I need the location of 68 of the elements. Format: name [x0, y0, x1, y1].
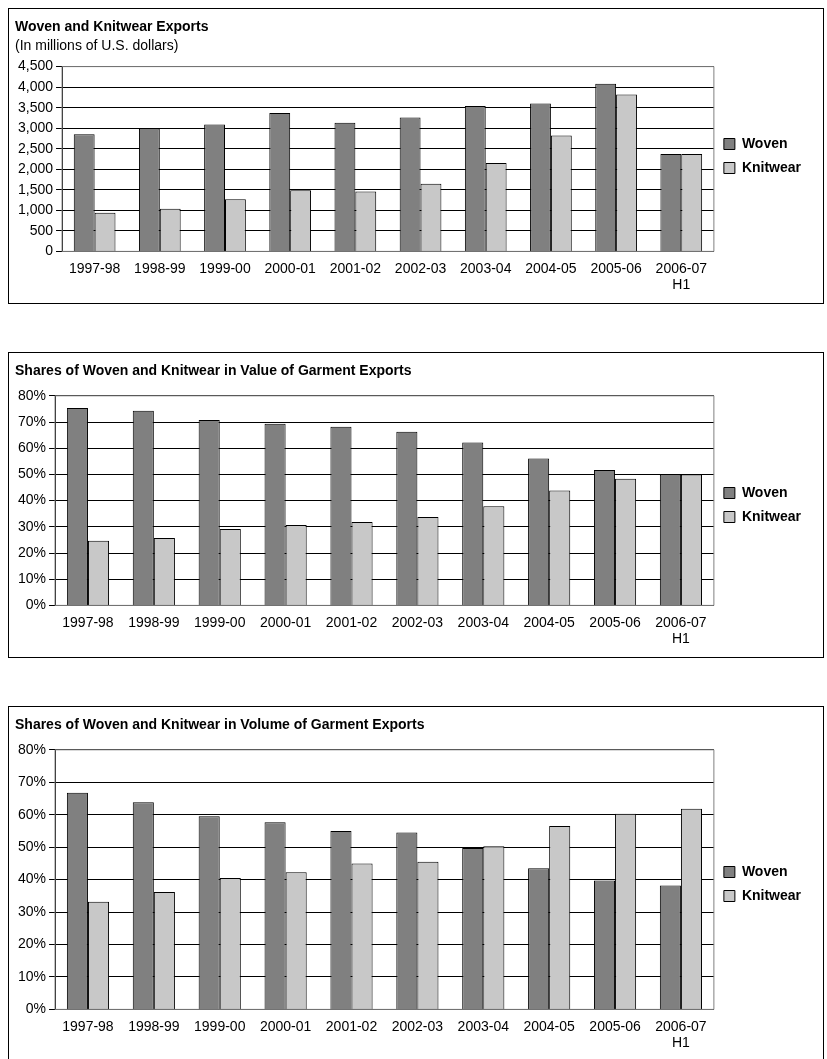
legend-label: Knitwear [741, 507, 802, 524]
y-tick-label: 40% [17, 870, 47, 887]
x-tick-label: 1999-00 [194, 613, 246, 630]
x-tick-label: 2000-01 [264, 259, 317, 276]
x-tick-label: 2006-07 H1 [655, 613, 707, 647]
y-tick-label: 80% [17, 740, 47, 757]
x-tick-label: 2004-05 [523, 613, 576, 630]
y-tick-label: 2,000 [17, 160, 54, 177]
x-tick-label: 1999-00 [194, 1017, 246, 1034]
y-tick-label: 0% [25, 596, 47, 613]
legend-label: Woven [741, 483, 788, 500]
x-tick-label: 2004-05 [525, 259, 577, 276]
y-tick-label: 80% [17, 386, 47, 403]
y-tick-label: 3,000 [17, 119, 54, 136]
legend-label: Knitwear [741, 886, 802, 903]
x-tick-label: 2005-06 [589, 1017, 641, 1034]
x-tick-label: 1998-99 [128, 1017, 180, 1034]
y-tick-label: 70% [17, 773, 47, 790]
x-tick-label: 2005-06 [589, 613, 641, 630]
x-tick-label: 2000-01 [259, 613, 312, 630]
chart-title: Shares of Woven and Knitwear in Value of Garment Exports [15, 362, 412, 379]
x-tick-label: 2001-02 [325, 1017, 378, 1034]
x-tick-label: 1998-99 [128, 613, 180, 630]
y-tick-label: 10% [17, 967, 47, 984]
legend-label: Knitwear [741, 158, 802, 175]
x-tick-label: 1999-00 [199, 259, 251, 276]
y-tick-label: 20% [17, 543, 47, 560]
x-tick-label: 2002-03 [391, 1017, 444, 1034]
y-tick-label: 60% [17, 439, 47, 456]
x-tick-label: 2006-07 H1 [655, 259, 708, 293]
x-tick-label: 2002-03 [391, 613, 444, 630]
legend-label: Woven [741, 134, 788, 151]
chart-subtitle: (In millions of U.S. dollars) [15, 37, 179, 54]
y-tick-label: 0 [45, 242, 54, 259]
legend-label: Woven [741, 862, 788, 879]
y-tick-label: 60% [17, 805, 47, 822]
y-tick-label: 10% [17, 570, 47, 587]
y-tick-label: 50% [17, 465, 47, 482]
x-tick-label: 1997-98 [68, 259, 121, 276]
x-tick-label: 2003-04 [460, 259, 512, 276]
x-tick-label: 2002-03 [394, 259, 447, 276]
x-tick-label: 2005-06 [590, 259, 642, 276]
y-tick-label: 4,500 [17, 57, 54, 74]
y-tick-label: 50% [17, 838, 47, 855]
x-tick-label: 1997-98 [62, 613, 114, 630]
x-tick-label: 2003-04 [457, 1017, 510, 1034]
x-tick-label: 2004-05 [523, 1017, 576, 1034]
y-tick-label: 40% [17, 491, 47, 508]
y-tick-label: 1,000 [17, 201, 54, 218]
y-tick-label: 1,500 [17, 180, 54, 197]
y-tick-label: 2,500 [17, 139, 54, 156]
x-tick-label: 2006-07 H1 [655, 1017, 707, 1051]
y-tick-label: 30% [17, 517, 47, 534]
y-tick-label: 30% [17, 902, 47, 919]
x-tick-label: 2003-04 [457, 613, 510, 630]
y-tick-label: 20% [17, 935, 47, 952]
x-tick-label: 2001-02 [325, 613, 378, 630]
x-tick-label: 1997-98 [62, 1017, 114, 1034]
y-tick-label: 4,000 [17, 77, 54, 94]
chart-title: Woven and Knitwear Exports [15, 18, 209, 35]
y-tick-label: 500 [29, 221, 54, 238]
chart-title: Shares of Woven and Knitwear in Volume of Garment Exports [15, 716, 425, 733]
x-tick-label: 2001-02 [329, 259, 382, 276]
y-tick-label: 70% [17, 412, 47, 429]
x-tick-label: 2000-01 [259, 1017, 312, 1034]
y-tick-label: 0% [25, 1000, 47, 1017]
y-tick-label: 3,500 [17, 98, 54, 115]
x-tick-label: 1998-99 [134, 259, 186, 276]
